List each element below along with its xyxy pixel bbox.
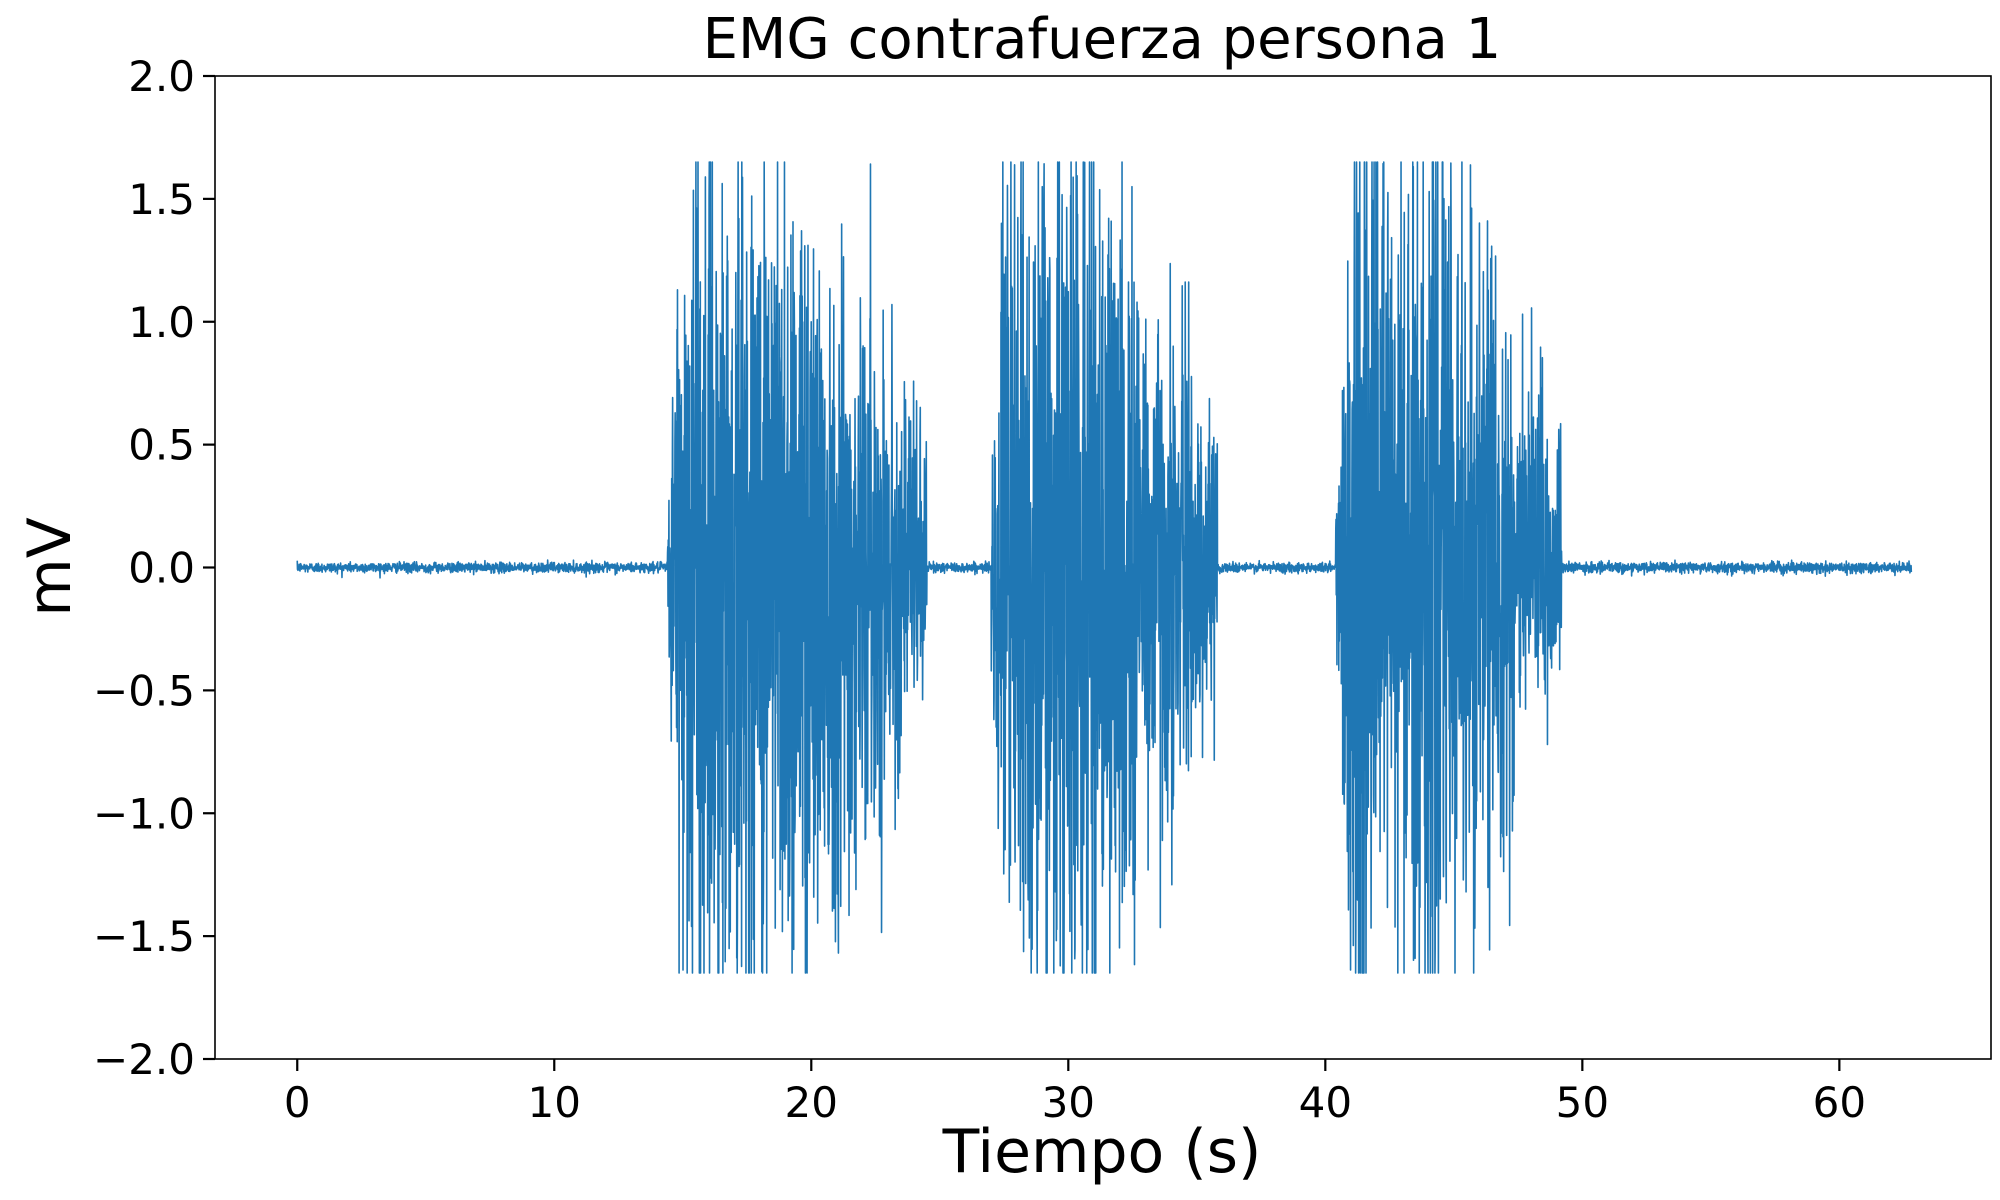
chart-title: EMG contrafuerza persona 1 <box>703 7 1502 72</box>
x-tick-label: 30 <box>1042 1078 1095 1127</box>
x-tick-label: 40 <box>1299 1078 1352 1127</box>
y-tick-label: −2.0 <box>93 1035 195 1084</box>
x-tick-label: 10 <box>528 1078 581 1127</box>
x-tick-label: 60 <box>1813 1078 1866 1127</box>
y-tick-label: 2.0 <box>128 52 195 101</box>
y-tick-label: 1.5 <box>128 175 195 224</box>
emg-series-line <box>296 161 1913 974</box>
x-tick-label: 50 <box>1556 1078 1609 1127</box>
y-tick-label: −0.5 <box>93 666 195 715</box>
x-tick-label: 20 <box>785 1078 838 1127</box>
x-axis: 0 10 20 30 40 50 60 <box>284 1059 1866 1127</box>
x-tick-label: 0 <box>284 1078 311 1127</box>
y-tick-label: 0.5 <box>128 421 195 470</box>
plot-area <box>296 161 1913 974</box>
y-tick-label: −1.0 <box>93 789 195 838</box>
x-axis-label: Tiempo (s) <box>942 1117 1262 1187</box>
y-tick-label: 1.0 <box>128 298 195 347</box>
y-tick-label: 0.0 <box>128 544 195 593</box>
y-axis-label: mV <box>15 517 85 617</box>
y-axis: 2.0 1.5 1.0 0.5 0.0 −0.5 −1.0 −1.5 −2.0 <box>93 52 215 1084</box>
y-tick-label: −1.5 <box>93 912 195 961</box>
